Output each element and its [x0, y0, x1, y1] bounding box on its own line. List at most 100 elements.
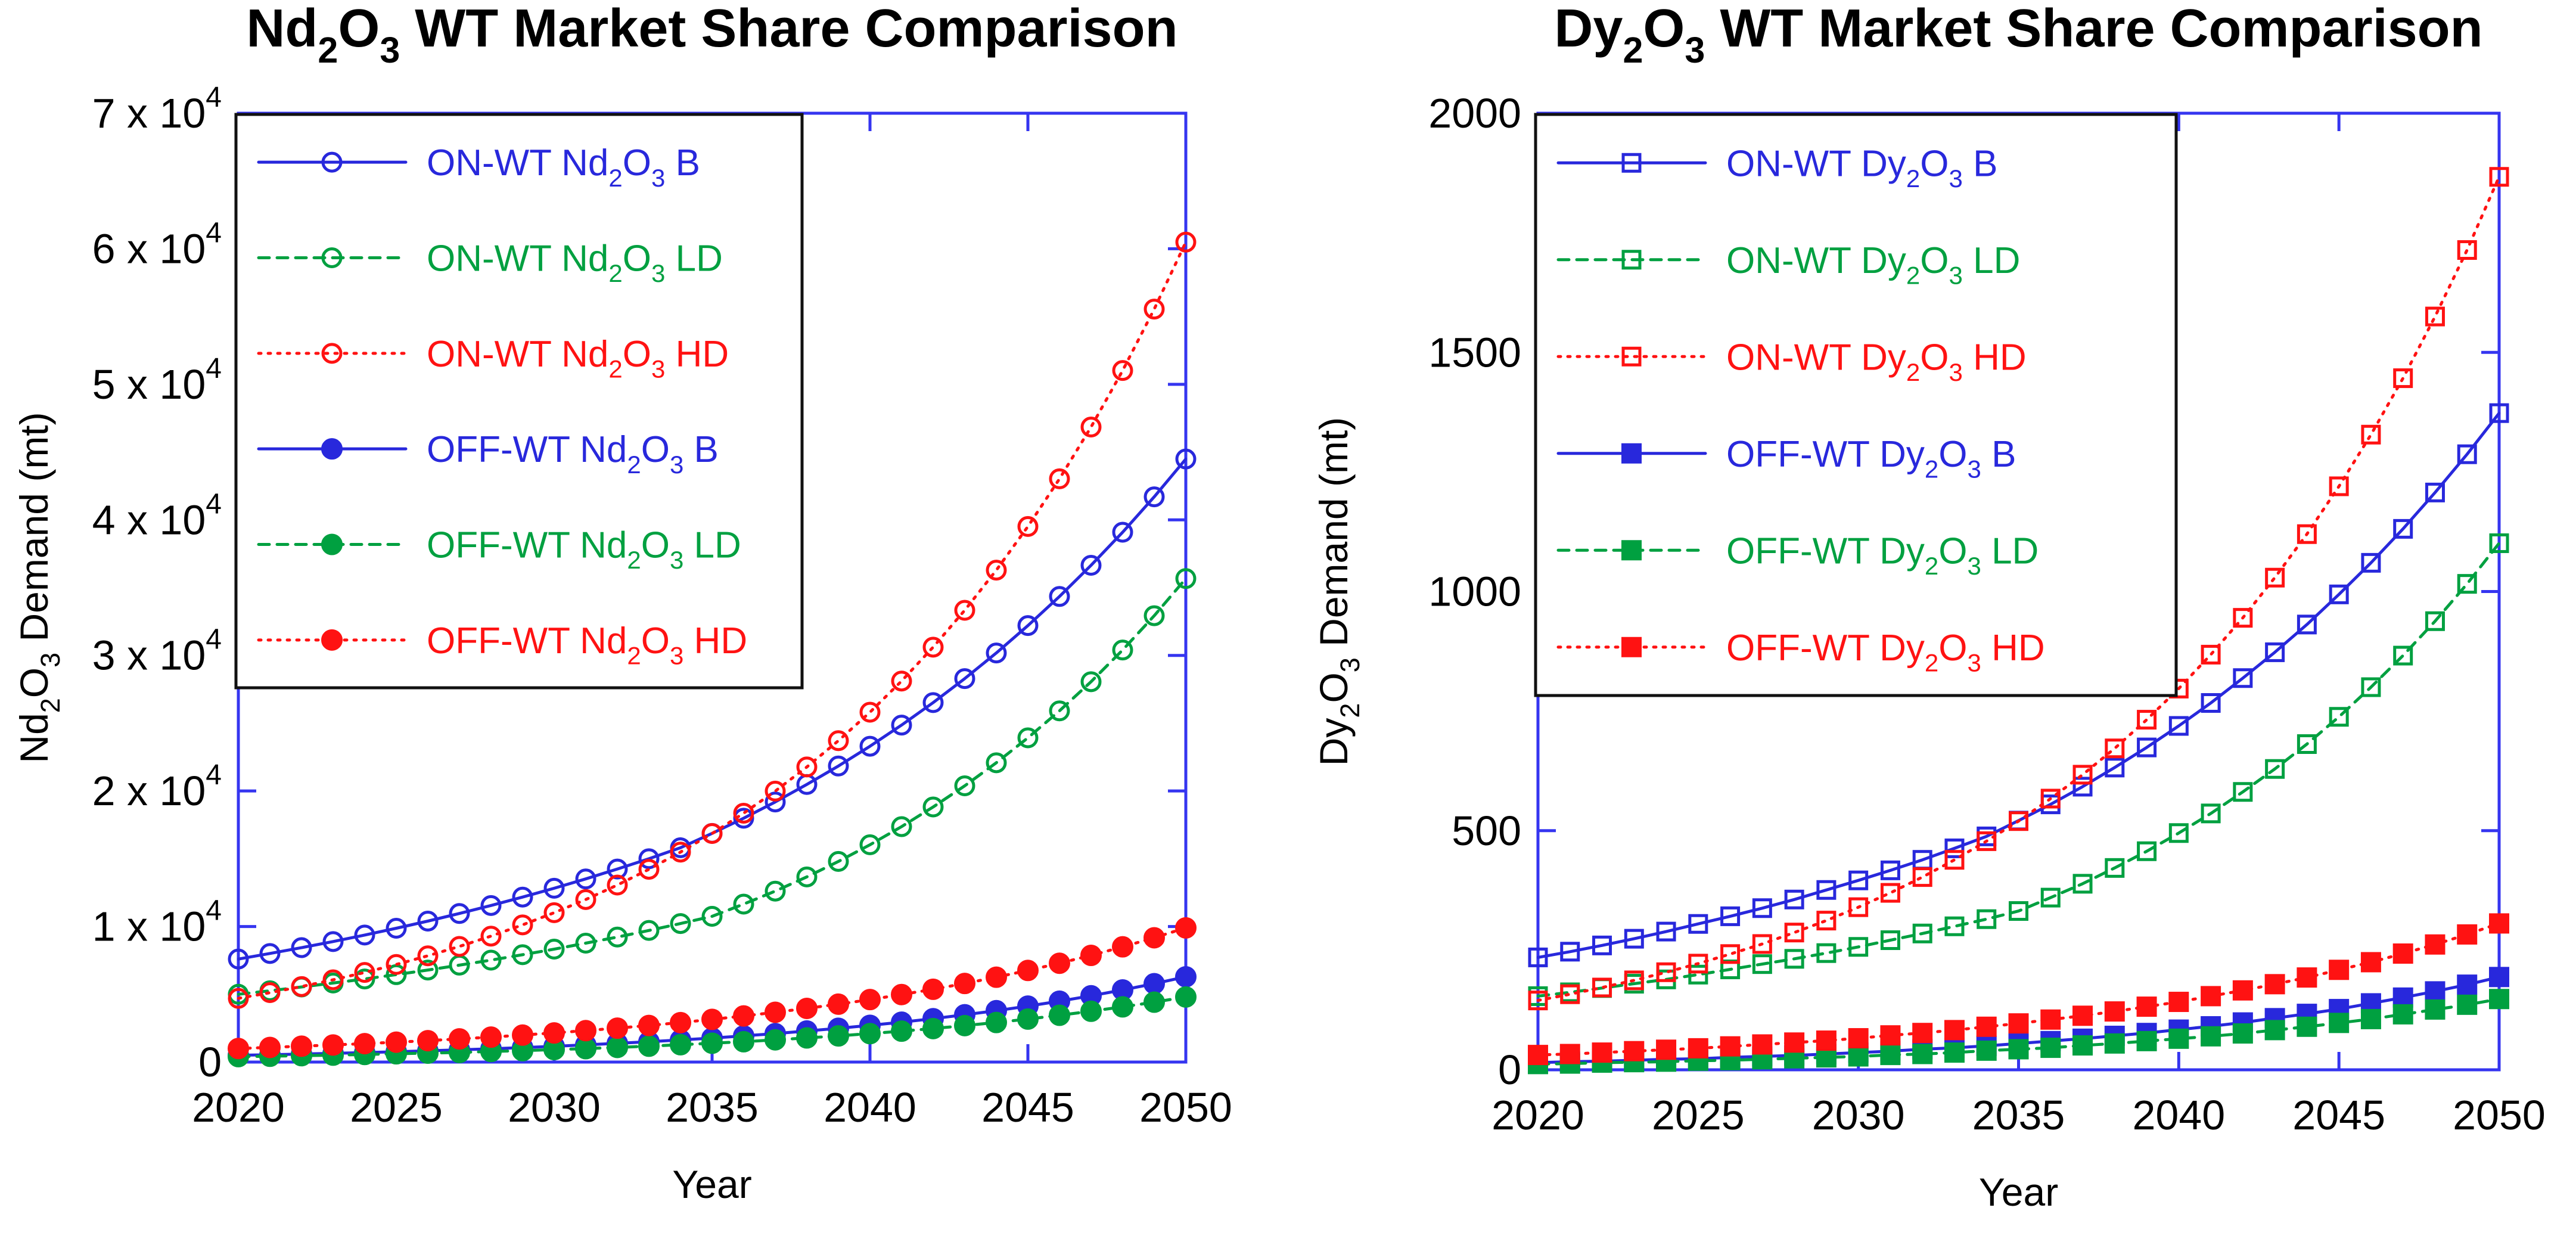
y-tick-label: 4 x 104	[92, 488, 222, 543]
marker-on-wt-dy2o3-ld	[2009, 901, 2028, 921]
marker-on-wt-dy2o3-b	[1944, 838, 1965, 858]
marker-on-wt-dy2o3-ld	[2040, 887, 2061, 908]
x-tick-label: 2020	[1491, 1092, 1584, 1138]
y-tick-label: 7 x 104	[92, 82, 222, 136]
legend-sample-marker	[1621, 250, 1642, 270]
marker-off-wt-nd2o3-ld	[733, 1030, 754, 1053]
legend-entry-label: ON-WT Dy2O3 LD	[1726, 240, 2020, 290]
marker-off-wt-nd2o3-hd	[922, 978, 944, 1000]
legend-entry-off-wt-nd2o3-hd: OFF-WT Nd2O3 HD	[257, 620, 747, 669]
marker-off-wt-dy2o3-ld	[2201, 1026, 2221, 1047]
marker-on-wt-dy2o3-hd	[1944, 850, 1965, 870]
marker-on-wt-dy2o3-ld	[1752, 954, 1772, 974]
x-tick-label: 2025	[350, 1084, 443, 1131]
marker-on-wt-dy2o3-b	[2105, 758, 2125, 778]
legend-sample-marker	[1621, 346, 1642, 367]
marker-on-wt-nd2o3-b	[891, 715, 912, 736]
marker-on-wt-nd2o3-hd	[1049, 468, 1070, 489]
marker-on-wt-dy2o3-hd	[1592, 977, 1612, 998]
marker-off-wt-dy2o3-hd	[2360, 952, 2381, 973]
marker-off-wt-dy2o3-b	[2457, 974, 2478, 995]
x-tick-label: 2035	[666, 1084, 759, 1131]
marker-on-wt-dy2o3-ld	[2297, 734, 2317, 754]
marker-off-wt-nd2o3-ld	[891, 1020, 912, 1042]
marker-on-wt-dy2o3-b	[1528, 947, 1548, 967]
marker-on-wt-nd2o3-ld	[954, 775, 975, 797]
marker-on-wt-nd2o3-b	[607, 858, 628, 880]
y-tick-label: 1 x 104	[92, 895, 222, 950]
legend-sample-marker	[1621, 153, 1642, 173]
marker-on-wt-nd2o3-hd	[386, 954, 407, 975]
marker-on-wt-nd2o3-hd	[354, 962, 375, 983]
x-tick-label: 2050	[2453, 1092, 2546, 1138]
marker-on-wt-nd2o3-hd	[733, 802, 754, 824]
dy2o3-chart: Dy2O3 WT Market Share Comparison Dy2O3 De…	[1288, 0, 2576, 1248]
marker-on-wt-dy2o3-b	[1624, 929, 1644, 949]
x-tick-label: 2035	[1972, 1092, 2065, 1138]
marker-on-wt-dy2o3-ld	[1816, 943, 1837, 963]
dy2o3-chart-svg: Dy2O3 WT Market Share Comparison Dy2O3 De…	[1288, 0, 2576, 1248]
marker-on-wt-dy2o3-ld	[1848, 937, 1869, 957]
marker-off-wt-nd2o3-hd	[859, 989, 881, 1011]
marker-on-wt-dy2o3-hd	[2393, 368, 2413, 389]
marker-off-wt-nd2o3-hd	[575, 1020, 596, 1042]
marker-on-wt-nd2o3-ld	[1017, 727, 1039, 749]
marker-on-wt-nd2o3-b	[1143, 486, 1165, 508]
marker-on-wt-dy2o3-ld	[2425, 611, 2445, 631]
marker-off-wt-nd2o3-hd	[259, 1036, 281, 1058]
marker-off-wt-nd2o3-ld	[1112, 996, 1133, 1018]
marker-on-wt-nd2o3-b	[449, 903, 470, 924]
marker-on-wt-nd2o3-hd	[638, 859, 660, 880]
marker-on-wt-nd2o3-b	[1175, 448, 1197, 470]
marker-off-wt-dy2o3-ld	[2297, 1016, 2317, 1037]
marker-off-wt-dy2o3-hd	[1912, 1023, 1933, 1044]
legend-sample-marker	[321, 343, 343, 364]
marker-off-wt-dy2o3-ld	[2264, 1020, 2285, 1041]
marker-off-wt-nd2o3-ld	[1175, 986, 1197, 1008]
marker-off-wt-nd2o3-hd	[228, 1038, 249, 1060]
marker-off-wt-nd2o3-hd	[796, 997, 818, 1019]
y-tick-label: 6 x 104	[92, 217, 222, 272]
series-on-wt-dy2o3-ld	[1528, 533, 2509, 1006]
marker-on-wt-dy2o3-b	[1880, 860, 1900, 880]
marker-on-wt-dy2o3-hd	[1688, 954, 1708, 974]
marker-on-wt-nd2o3-hd	[1017, 516, 1039, 537]
legend-entry-label: OFF-WT Nd2O3 LD	[427, 525, 741, 575]
series-on-wt-dy2o3-hd	[1528, 167, 2509, 1011]
marker-off-wt-dy2o3-hd	[2104, 1001, 2125, 1022]
marker-off-wt-dy2o3-hd	[1880, 1025, 1901, 1046]
marker-off-wt-nd2o3-hd	[1017, 960, 1039, 982]
marker-on-wt-dy2o3-b	[1720, 906, 1741, 926]
x-axis-label: Year	[1979, 1170, 2058, 1214]
y-tick-label: 0	[198, 1039, 222, 1085]
marker-on-wt-nd2o3-hd	[480, 926, 502, 947]
y-tick-label: 1500	[1428, 329, 1521, 375]
marker-on-wt-nd2o3-ld	[512, 944, 533, 966]
marker-on-wt-nd2o3-b	[543, 877, 565, 899]
marker-on-wt-dy2o3-b	[2489, 403, 2509, 423]
marker-off-wt-nd2o3-hd	[1080, 945, 1102, 967]
marker-on-wt-dy2o3-ld	[2329, 707, 2349, 727]
legend-sample-marker	[321, 247, 343, 268]
legend-entry-label: ON-WT Dy2O3 B	[1726, 143, 1997, 193]
marker-off-wt-dy2o3-ld	[1912, 1044, 1933, 1064]
legend-sample-marker	[1621, 540, 1642, 561]
marker-off-wt-dy2o3-ld	[2329, 1013, 2350, 1033]
marker-on-wt-nd2o3-ld	[922, 796, 944, 818]
x-tick-label: 2045	[981, 1084, 1074, 1131]
marker-off-wt-dy2o3-hd	[2040, 1009, 2061, 1030]
marker-on-wt-dy2o3-b	[2457, 444, 2477, 464]
marker-off-wt-nd2o3-hd	[701, 1008, 723, 1030]
marker-on-wt-nd2o3-ld	[607, 926, 628, 948]
marker-off-wt-nd2o3-b	[1143, 973, 1165, 995]
marker-off-wt-nd2o3-ld	[922, 1017, 944, 1039]
legend-box	[1534, 113, 2178, 697]
marker-on-wt-dy2o3-ld	[1784, 949, 1804, 969]
legend-sample-marker	[1621, 443, 1642, 464]
marker-off-wt-nd2o3-ld	[954, 1014, 975, 1036]
marker-on-wt-nd2o3-hd	[607, 874, 628, 896]
y-tick-label: 1000	[1428, 569, 1521, 615]
marker-on-wt-nd2o3-hd	[954, 600, 975, 621]
legend-entry-on-wt-dy2o3-ld: ON-WT Dy2O3 LD	[1556, 240, 2020, 290]
marker-on-wt-nd2o3-hd	[417, 945, 439, 967]
